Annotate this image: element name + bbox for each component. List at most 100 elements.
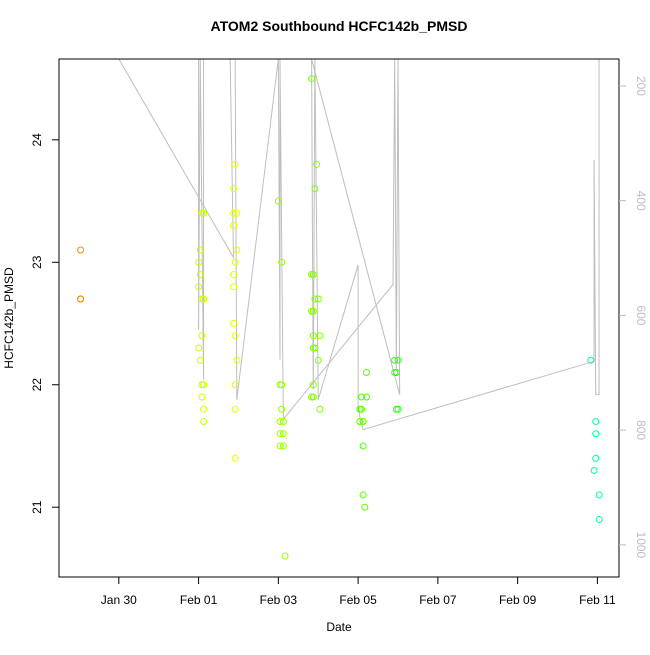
point [276,442,284,450]
point [309,393,317,401]
point [281,552,289,560]
point [276,417,284,425]
point [309,381,317,389]
point [359,442,367,450]
point [590,466,598,474]
point [279,442,287,450]
point [394,405,402,413]
point [314,295,322,303]
x-tick-label: Feb 03 [260,593,298,607]
point [233,209,241,217]
point [278,405,286,413]
point [231,258,239,266]
y2-tick-label: 800 [634,420,648,440]
point [361,503,369,511]
point [391,356,399,364]
point [592,454,600,462]
y2-tick-label: 600 [634,305,648,325]
y2-tick-label: 400 [634,191,648,211]
line [118,59,600,431]
point [595,491,603,499]
point [233,356,241,364]
point [200,209,208,217]
point [229,222,237,230]
plot-frame [58,58,620,578]
point [231,332,239,340]
point [231,405,239,413]
point [278,258,286,266]
point [359,417,367,425]
point [316,405,324,413]
point [200,295,208,303]
y-axis-label: HCFC142b_PMSD [2,267,16,369]
x-axis-label: Date [326,620,352,634]
y-tick-label: 22 [30,378,44,392]
point [311,185,319,193]
x-tick-label: Feb 01 [180,593,218,607]
point [77,246,85,254]
x-tick-label: Feb 11 [579,593,616,607]
point [356,417,364,425]
point [200,405,208,413]
point [200,417,208,425]
point [229,320,237,328]
point [196,271,204,279]
point [195,283,203,291]
point [359,491,367,499]
point [274,197,282,205]
y-tick-label: 24 [30,133,44,147]
chart-title: ATOM2 Southbound HCFC142b_PMSD [211,18,468,34]
point [592,430,600,438]
point [231,381,239,389]
point [309,271,317,279]
point [231,160,239,168]
point [362,368,370,376]
point [233,246,241,254]
plot-area [77,59,603,560]
point [308,75,316,83]
point [595,515,603,523]
x-tick-label: Feb 07 [419,593,457,607]
y2-tick-label: 1000 [634,532,648,559]
point [592,417,600,425]
point [195,258,203,266]
point [314,356,322,364]
y-tick-label: 21 [30,500,44,514]
y-tick-label: 23 [30,255,44,269]
point [309,307,317,315]
point [196,246,204,254]
point [311,295,319,303]
point [200,381,208,389]
point [231,454,239,462]
point [357,405,365,413]
point [195,344,203,352]
point [279,417,287,425]
point [362,393,370,401]
x-tick-label: Jan 30 [101,593,137,607]
point [357,393,365,401]
point [229,209,237,217]
point [316,332,324,340]
x-tick-label: Feb 05 [339,593,377,607]
point [229,185,237,193]
point [313,160,321,168]
point [311,344,319,352]
x-tick-label: Feb 09 [499,593,537,607]
y2-tick-label: 200 [634,76,648,96]
point [392,368,400,376]
point [394,356,402,364]
point [198,393,206,401]
point [278,381,286,389]
point [196,356,204,364]
point [587,356,595,364]
point [77,295,85,303]
point [309,332,317,340]
point [279,430,287,438]
point [276,430,284,438]
point [229,283,237,291]
point [229,271,237,279]
point [198,332,206,340]
